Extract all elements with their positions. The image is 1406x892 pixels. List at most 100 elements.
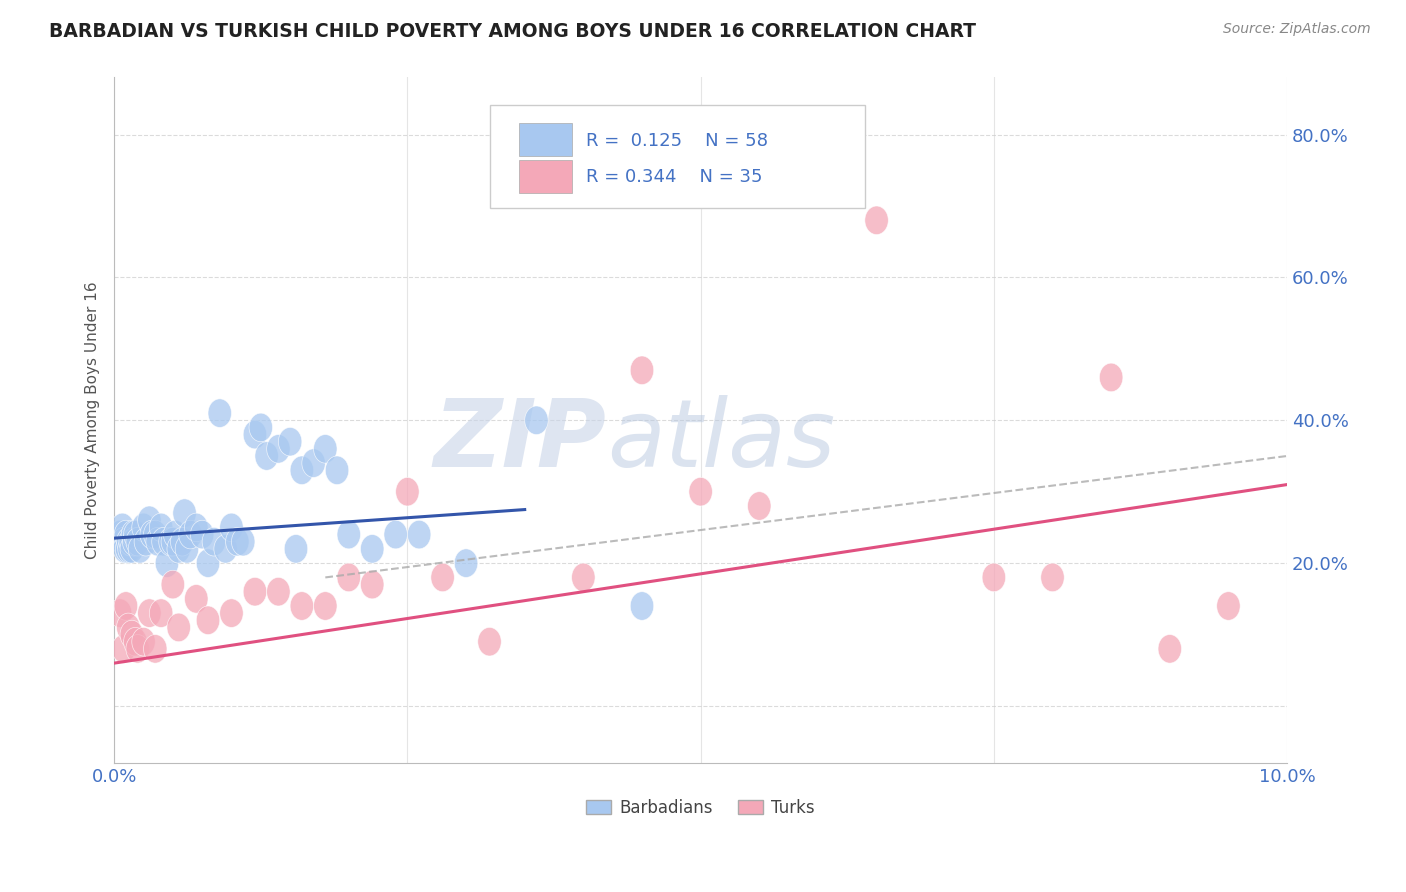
Ellipse shape	[138, 599, 162, 627]
Ellipse shape	[167, 613, 190, 641]
Ellipse shape	[167, 534, 190, 563]
Ellipse shape	[267, 434, 290, 463]
Ellipse shape	[162, 570, 184, 599]
Ellipse shape	[138, 506, 162, 534]
Ellipse shape	[748, 491, 770, 520]
Ellipse shape	[1159, 634, 1181, 663]
Ellipse shape	[120, 527, 142, 556]
Ellipse shape	[149, 513, 173, 541]
Ellipse shape	[149, 599, 173, 627]
Ellipse shape	[524, 406, 548, 434]
Text: ZIP: ZIP	[434, 395, 607, 487]
Ellipse shape	[112, 634, 135, 663]
Ellipse shape	[278, 427, 302, 456]
Ellipse shape	[1099, 363, 1123, 392]
Ellipse shape	[1040, 563, 1064, 591]
Ellipse shape	[173, 499, 197, 527]
Ellipse shape	[254, 442, 278, 470]
Ellipse shape	[219, 599, 243, 627]
Ellipse shape	[121, 520, 145, 549]
Text: Source: ZipAtlas.com: Source: ZipAtlas.com	[1223, 22, 1371, 37]
Ellipse shape	[197, 606, 219, 634]
Text: BARBADIAN VS TURKISH CHILD POVERTY AMONG BOYS UNDER 16 CORRELATION CHART: BARBADIAN VS TURKISH CHILD POVERTY AMONG…	[49, 22, 976, 41]
Ellipse shape	[120, 620, 143, 648]
Ellipse shape	[184, 513, 208, 541]
Ellipse shape	[983, 563, 1005, 591]
FancyBboxPatch shape	[489, 105, 865, 208]
Ellipse shape	[127, 527, 149, 556]
Ellipse shape	[112, 527, 135, 556]
Ellipse shape	[1216, 591, 1240, 620]
Ellipse shape	[202, 527, 225, 556]
Ellipse shape	[219, 513, 243, 541]
Ellipse shape	[284, 534, 308, 563]
Text: R =  0.125    N = 58: R = 0.125 N = 58	[586, 131, 768, 150]
Ellipse shape	[197, 549, 219, 577]
Ellipse shape	[454, 549, 478, 577]
Ellipse shape	[865, 206, 889, 235]
Ellipse shape	[325, 456, 349, 484]
Text: atlas: atlas	[607, 395, 835, 486]
Ellipse shape	[170, 527, 194, 556]
Ellipse shape	[572, 563, 595, 591]
Ellipse shape	[112, 534, 136, 563]
Ellipse shape	[225, 527, 249, 556]
Ellipse shape	[108, 599, 132, 627]
Ellipse shape	[163, 520, 187, 549]
FancyBboxPatch shape	[519, 123, 572, 156]
Ellipse shape	[630, 356, 654, 384]
Ellipse shape	[141, 520, 163, 549]
Ellipse shape	[122, 527, 146, 556]
Ellipse shape	[395, 477, 419, 506]
Ellipse shape	[360, 534, 384, 563]
Ellipse shape	[337, 520, 360, 549]
Ellipse shape	[408, 520, 430, 549]
Ellipse shape	[337, 563, 360, 591]
Ellipse shape	[176, 534, 198, 563]
Ellipse shape	[143, 634, 167, 663]
Ellipse shape	[159, 527, 183, 556]
Ellipse shape	[232, 527, 254, 556]
Ellipse shape	[155, 549, 179, 577]
Ellipse shape	[314, 591, 337, 620]
Ellipse shape	[111, 513, 134, 541]
Ellipse shape	[290, 456, 314, 484]
Ellipse shape	[208, 399, 232, 427]
FancyBboxPatch shape	[519, 160, 572, 193]
Ellipse shape	[290, 591, 314, 620]
Ellipse shape	[214, 534, 238, 563]
Legend: Barbadians, Turks: Barbadians, Turks	[579, 792, 821, 823]
Ellipse shape	[124, 627, 148, 656]
Ellipse shape	[184, 584, 208, 613]
Ellipse shape	[190, 520, 214, 549]
Ellipse shape	[134, 527, 157, 556]
Ellipse shape	[314, 434, 337, 463]
Ellipse shape	[249, 413, 273, 442]
Ellipse shape	[132, 627, 155, 656]
Ellipse shape	[689, 477, 713, 506]
Ellipse shape	[152, 527, 176, 556]
Ellipse shape	[118, 534, 141, 563]
Ellipse shape	[115, 534, 139, 563]
Ellipse shape	[146, 527, 169, 556]
Ellipse shape	[267, 577, 290, 606]
Ellipse shape	[384, 520, 408, 549]
Ellipse shape	[243, 420, 267, 449]
Y-axis label: Child Poverty Among Boys Under 16: Child Poverty Among Boys Under 16	[86, 282, 100, 559]
Ellipse shape	[127, 634, 149, 663]
Ellipse shape	[478, 627, 502, 656]
Ellipse shape	[114, 520, 138, 549]
Ellipse shape	[630, 591, 654, 620]
Ellipse shape	[120, 534, 143, 563]
Ellipse shape	[179, 520, 202, 549]
Ellipse shape	[132, 513, 155, 541]
Text: R = 0.344    N = 35: R = 0.344 N = 35	[586, 168, 762, 186]
Ellipse shape	[117, 527, 141, 556]
Ellipse shape	[143, 520, 167, 549]
Ellipse shape	[124, 520, 148, 549]
Ellipse shape	[108, 520, 132, 549]
Ellipse shape	[128, 534, 152, 563]
Ellipse shape	[162, 527, 184, 556]
Ellipse shape	[114, 591, 138, 620]
Ellipse shape	[302, 449, 325, 477]
